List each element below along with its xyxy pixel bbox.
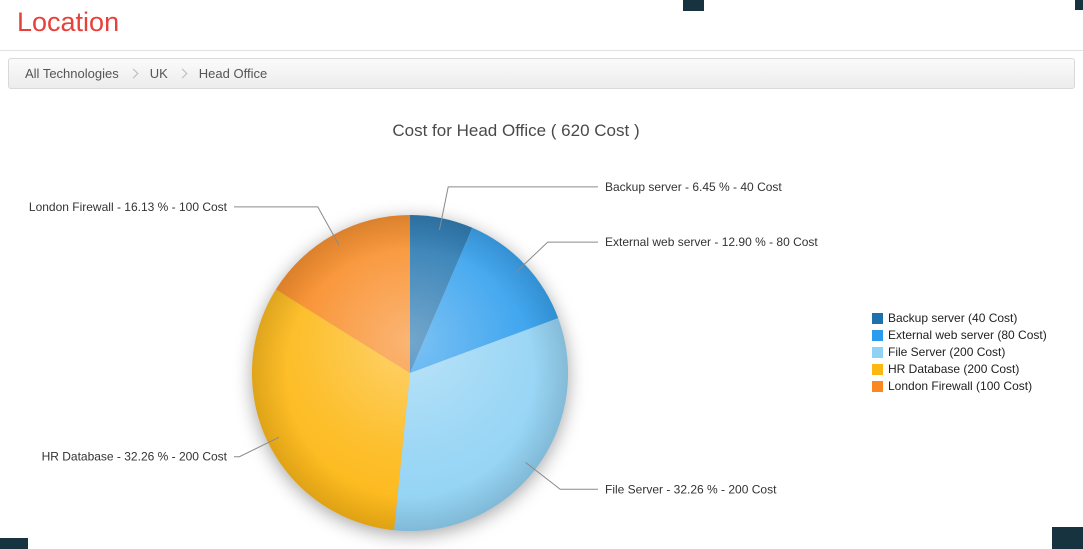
page-title: Location xyxy=(17,7,120,37)
legend-swatch-icon xyxy=(872,363,883,375)
callout-line-file-server xyxy=(525,462,598,490)
chart-title: Cost for Head Office ( 620 Cost ) xyxy=(392,121,640,140)
legend-item-file-server[interactable]: File Server (200 Cost) xyxy=(872,345,1047,359)
ui-fragment-top-right xyxy=(1075,0,1083,10)
legend-label: London Firewall (100 Cost) xyxy=(888,379,1033,393)
callout-line-london-firewall xyxy=(234,206,340,246)
legend-item-backup-server[interactable]: Backup server (40 Cost) xyxy=(872,311,1047,325)
breadcrumb-item-head-office[interactable]: Head Office xyxy=(198,66,268,81)
ui-fragment-bottom-left xyxy=(0,538,28,549)
legend-swatch-icon xyxy=(872,346,883,358)
legend-item-hr-database[interactable]: HR Database (200 Cost) xyxy=(872,362,1047,376)
legend-item-london-firewall[interactable]: London Firewall (100 Cost) xyxy=(872,379,1047,393)
chart-legend: Backup server (40 Cost) External web serv… xyxy=(872,311,1047,393)
legend-label: File Server (200 Cost) xyxy=(888,345,1006,359)
legend-label: Backup server (40 Cost) xyxy=(888,311,1018,325)
ui-fragment-bottom-right xyxy=(1052,527,1083,549)
callout-label-external-web-server: External web server - 12.90 % - 80 Cost xyxy=(605,235,818,249)
callout-line-external-web-server xyxy=(515,241,598,273)
legend-swatch-icon xyxy=(872,329,883,341)
legend-label: External web server (80 Cost) xyxy=(888,328,1047,342)
legend-label: HR Database (200 Cost) xyxy=(888,362,1020,376)
callout-label-file-server: File Server - 32.26 % - 200 Cost xyxy=(605,482,777,496)
ui-fragment-top xyxy=(683,0,704,11)
breadcrumb-chevron-icon xyxy=(128,68,139,79)
callout-label-hr-database: HR Database - 32.26 % - 200 Cost xyxy=(42,450,228,464)
callout-label-backup-server: Backup server - 6.45 % - 40 Cost xyxy=(605,180,782,194)
page-header: Location xyxy=(0,0,1083,51)
breadcrumb-item-uk[interactable]: UK xyxy=(149,66,168,81)
breadcrumb-item-all-technologies[interactable]: All Technologies xyxy=(25,66,119,81)
callout-label-london-firewall: London Firewall - 16.13 % - 100 Cost xyxy=(29,200,228,214)
legend-swatch-icon xyxy=(872,312,883,324)
legend-item-external-web-server[interactable]: External web server (80 Cost) xyxy=(872,328,1047,342)
breadcrumb: All Technologies UK Head Office xyxy=(8,58,1075,89)
breadcrumb-chevron-icon xyxy=(177,68,188,79)
callout-line-hr-database xyxy=(234,436,280,458)
callout-line-backup-server xyxy=(438,186,598,231)
legend-swatch-icon xyxy=(872,380,883,392)
